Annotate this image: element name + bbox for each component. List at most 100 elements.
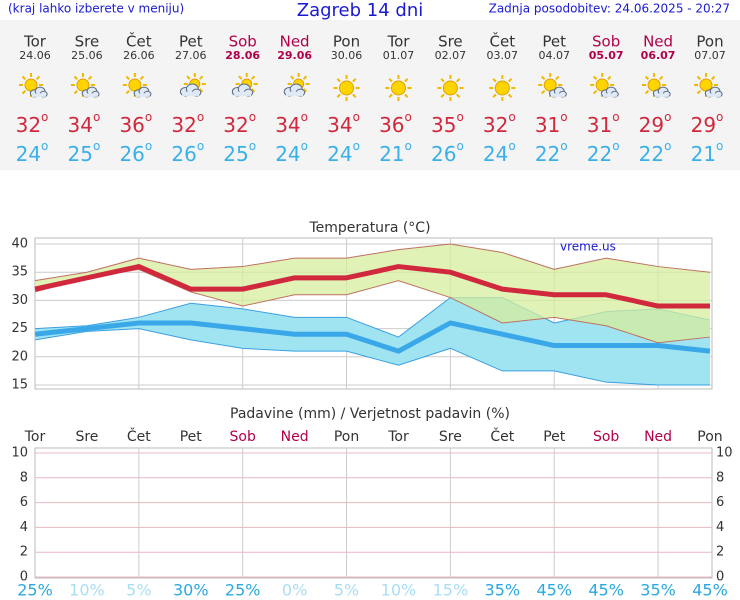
precip-day-name: Pon [334,429,359,445]
day-date: 26.06 [123,49,155,62]
precip-probability: 30% [173,581,209,600]
precip-day-name: Pet [180,429,203,445]
sun-ray [290,75,295,80]
precip-probability: 45% [692,581,728,600]
temp-max: 31o [535,110,568,137]
y-tick-label: 30 [11,293,28,308]
sun-ray [696,75,702,81]
menu-hint[interactable]: (kraj lahko izberete v meniju) [8,2,184,16]
temp-max: 29o [639,110,672,137]
cloud [179,83,202,97]
cloud-base [706,93,721,97]
precip-probability: 15% [433,581,469,600]
degree-mark: o [612,139,619,153]
sun-ray [659,75,664,81]
day-date: 02.07 [435,49,467,62]
cloud [81,86,100,98]
y-tick-label: 20 [11,349,28,364]
sun-ray [73,89,78,95]
temp-min-value: 24 [16,142,41,166]
sun-ray [186,75,191,80]
precip-probability: 10% [381,581,417,600]
y2-tick-label: 4 [716,520,724,535]
day-name: Pet [542,33,566,51]
day-name: Sre [75,33,100,51]
sun-ray [644,89,650,95]
precip-day-name: Sob [593,429,619,445]
temp-min: 24o [483,139,516,166]
cloud [133,86,152,98]
sun [494,80,510,96]
watermark: vreme.us [560,240,616,254]
temp-line [34,320,711,354]
y-tick-label: 40 [11,237,28,252]
sun [339,80,355,96]
cloud [231,83,254,97]
cloud-base [182,91,200,96]
precip-probability: 35% [485,581,521,600]
sun-ray [404,78,409,83]
degree-mark: o [508,139,515,153]
temp-min-value: 25 [68,142,93,166]
temp-max-value: 32 [171,113,196,137]
sun-ray [35,75,41,81]
temp-max-value: 35 [431,113,456,137]
day-date: 27.06 [175,49,207,62]
sun-ray [492,93,497,98]
y-tick-label: 6 [20,495,28,510]
cloud-base [31,93,46,97]
temp-max-value: 32 [223,113,248,137]
temp-max: 36o [119,110,152,137]
degree-mark: o [560,110,567,124]
day-name: Pon [333,33,360,51]
y-tick-label: 0 [20,570,28,585]
precip-day-name: Sre [439,429,462,445]
y-tick-label: 2 [20,545,28,560]
cloud [283,83,306,97]
temp-min-value: 26 [119,142,144,166]
precip-day-name: Čet [490,427,514,445]
sun-ray [696,89,702,95]
temp-max: 34o [68,110,101,137]
precip-probability: 45% [588,581,624,600]
degree-mark: o [353,139,360,153]
day-date: 06.07 [641,49,676,62]
temp-min: 26o [431,139,464,166]
sun-ray [456,78,461,83]
cloud-base [285,91,303,96]
temp-min-value: 26 [171,142,196,166]
sun-ray [541,75,546,81]
sun [442,80,458,96]
precip-probability: 25% [17,581,53,600]
precip-day-name: Sre [75,429,98,445]
sun-ray [199,88,204,93]
sun [543,78,557,92]
temp-min-value: 22 [639,142,664,166]
degree-mark: o [249,139,256,153]
temp-min: 21o [691,139,724,166]
day-date: 04.07 [538,49,570,62]
temp-min: 21o [379,139,412,166]
day-date: 07.07 [694,49,726,62]
precip-probability: 5% [334,581,359,600]
temp-max: 31o [587,110,620,137]
sun-ray [139,75,145,81]
sun [595,78,609,92]
sun-ray [440,93,445,98]
sun-ray [592,75,598,81]
sun-ray [73,75,78,81]
temp-max: 34o [327,110,360,137]
sun-ray [352,78,357,83]
sun-ray [302,88,308,93]
sun-ray [250,75,256,80]
precip-probability: 25% [225,581,261,600]
y-tick-label: 35 [11,265,28,280]
temp-max: 32o [16,110,49,137]
precip-day-name: Pon [697,429,722,445]
temp-max-value: 31 [587,113,612,137]
sun-ray [250,88,256,93]
temp-max: 36o [379,110,412,137]
temp-min-value: 21 [691,142,716,166]
